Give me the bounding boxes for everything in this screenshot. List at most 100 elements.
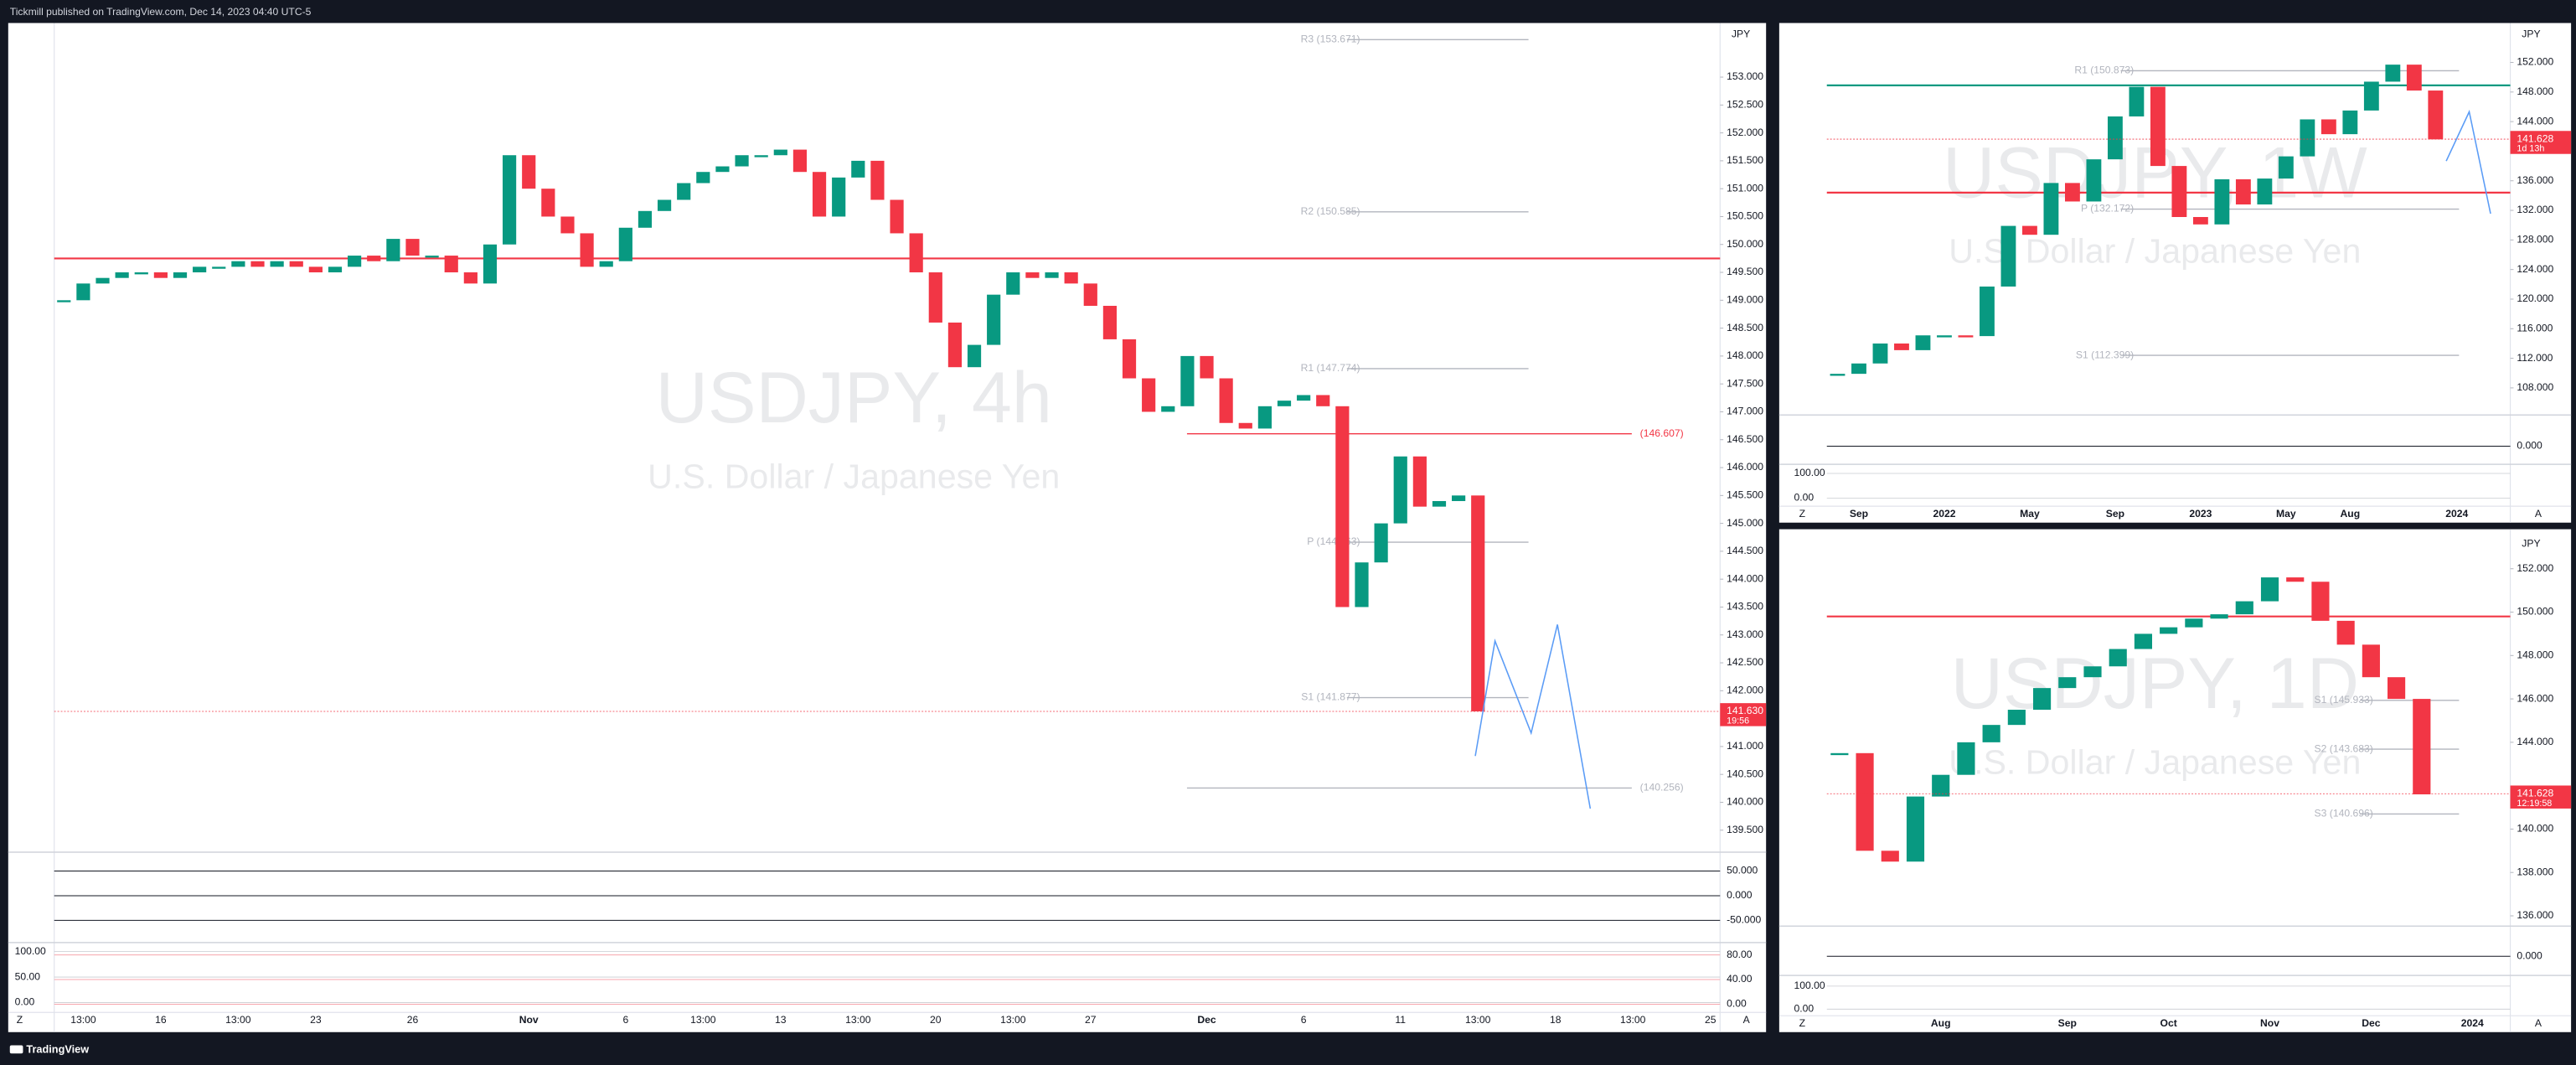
candle [2007, 710, 2026, 726]
pane-tick-label: 0.000 [2517, 440, 2542, 452]
candle [657, 199, 672, 211]
y-tick-label: 144.000 [2517, 736, 2553, 747]
candle [1915, 335, 1931, 350]
level-label: R2 (150.585) [1301, 205, 1360, 217]
price-tag-label: 141.630 [1727, 705, 1763, 716]
candle [2300, 119, 2315, 157]
candle [1200, 355, 1214, 379]
candle [96, 277, 110, 284]
candle [792, 149, 808, 173]
candle [270, 261, 284, 267]
level-label: S1 (112.399) [2076, 349, 2134, 360]
x-tick-label: 23 [310, 1014, 322, 1026]
candle [153, 272, 168, 278]
candle [677, 183, 691, 200]
pane-left-tick-label: 0.00 [15, 996, 35, 1008]
level-label: S1 (141.877) [1301, 691, 1360, 703]
y-tick-label: 128.000 [2517, 234, 2553, 246]
pane-tick-label: 80.00 [1727, 949, 1753, 960]
scale-button[interactable]: Z [1799, 1017, 1806, 1029]
candle [1297, 395, 1311, 401]
candle [173, 272, 188, 278]
x-tick-label: 6 [622, 1014, 628, 1026]
candle [1851, 363, 1866, 375]
y-tick-label: 145.000 [1727, 517, 1763, 529]
candle [715, 166, 730, 173]
projection-path [2445, 109, 2491, 215]
panel-background [1778, 23, 2572, 523]
x-tick-label: 13:00 [225, 1014, 251, 1026]
scale-button[interactable]: Z [1799, 508, 1806, 520]
brand[interactable]: TradingView [26, 1043, 89, 1056]
candle [367, 256, 381, 261]
x-tick-label: 2024 [2461, 1017, 2484, 1029]
candle [832, 177, 846, 217]
candle [1958, 335, 1974, 338]
pane-tick-label: 0.00 [1727, 998, 1747, 1010]
y-tick-label: 152.000 [1727, 127, 1763, 138]
pane-left-tick-label: 100.00 [15, 945, 46, 957]
scale-button[interactable]: A [2535, 1017, 2542, 1029]
level-label: S1 (145.933) [2315, 694, 2373, 706]
candle [444, 256, 458, 273]
currency-label: JPY [2522, 28, 2540, 39]
x-tick-label: 13 [775, 1014, 787, 1026]
candle [1355, 562, 1369, 607]
candle [2058, 677, 2077, 689]
y-tick-label: 151.000 [1727, 182, 1763, 194]
candle [1064, 272, 1078, 284]
candle [1856, 752, 1874, 851]
candle [987, 294, 1001, 345]
y-tick-label: 132.000 [2517, 204, 2553, 215]
x-tick-label: 13:00 [845, 1014, 871, 1026]
candle [2032, 688, 2052, 711]
candle [2210, 614, 2228, 619]
y-tick-label: 147.500 [1727, 377, 1763, 389]
watermark-subtitle: U.S. Dollar / Japanese Yen [1949, 742, 2361, 781]
y-tick-label: 148.000 [1727, 349, 1763, 361]
y-tick-label: 146.500 [1727, 433, 1763, 445]
candle [890, 199, 904, 234]
x-tick-label: 11 [1395, 1014, 1406, 1026]
candle [193, 266, 207, 273]
y-tick-label: 151.500 [1727, 154, 1763, 166]
y-tick-label: 144.000 [2517, 115, 2553, 127]
x-tick-label: 2024 [2445, 508, 2468, 520]
candle [2150, 86, 2166, 167]
candle [134, 272, 148, 275]
y-tick-label: 146.000 [2517, 692, 2553, 704]
y-tick-label: 150.000 [2517, 606, 2553, 618]
projection-path [1474, 624, 1592, 809]
y-tick-label: 138.000 [2517, 866, 2553, 877]
candle [1432, 500, 1447, 507]
candle [1452, 495, 1466, 501]
currency-label: JPY [2522, 537, 2540, 549]
publish-header: Tickmill published on TradingView.com, D… [10, 6, 312, 18]
scale-button[interactable]: A [1743, 1014, 1751, 1026]
level-label: (146.607) [1640, 427, 1684, 439]
candle [386, 239, 400, 261]
candle [2109, 649, 2127, 667]
level-label: (140.256) [1640, 782, 1684, 794]
charts: USDJPY, 4h U.S. Dollar / Japanese Yen R3 (… [8, 23, 2572, 1032]
candle [773, 149, 787, 156]
candle [1374, 523, 1388, 563]
y-tick-label: 148.500 [1727, 322, 1763, 333]
y-tick-label: 148.000 [2517, 85, 2553, 97]
scale-button[interactable]: A [2535, 508, 2542, 520]
candle [638, 210, 653, 228]
candle [1830, 752, 1849, 756]
candle [1830, 374, 1846, 376]
candle [2413, 699, 2431, 795]
scale-button[interactable]: Z [17, 1014, 23, 1026]
candle [1894, 343, 1909, 350]
candle [1316, 395, 1330, 406]
candle [1122, 339, 1137, 379]
x-tick-label: Nov [2260, 1017, 2279, 1029]
y-tick-label: 116.000 [2517, 322, 2553, 333]
x-tick-label: 16 [155, 1014, 167, 1026]
panel-background [1778, 529, 2572, 1032]
pane-tick-label: 50.000 [1727, 865, 1758, 876]
candle [909, 233, 923, 273]
